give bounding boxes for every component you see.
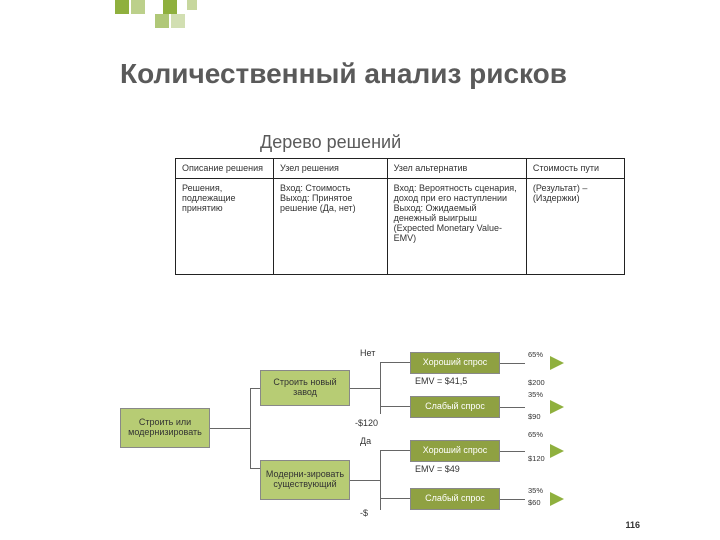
triangle-icon	[550, 400, 564, 414]
slide-subtitle: Дерево решений	[260, 132, 401, 153]
prob-label: 35%	[528, 390, 543, 399]
table-cell: Решения, подлежащие принятию	[176, 179, 274, 275]
prob-label: 65%	[528, 430, 543, 439]
triangle-icon	[550, 492, 564, 506]
value-label: $90	[528, 412, 541, 421]
table-cell: Вход: Вероятность сценария, доход при ег…	[387, 179, 526, 275]
table-cell: (Результат) – (Издержки)	[526, 179, 624, 275]
triangle-icon	[550, 444, 564, 458]
table-row: Решения, подлежащие принятию Вход: Стоим…	[176, 179, 625, 275]
cost-label: -$	[360, 508, 368, 518]
prob-label: 35%	[528, 486, 543, 495]
table-cell: Вход: Стоимость Выход: Принятое решение …	[274, 179, 388, 275]
header-decoration	[115, 0, 235, 30]
value-label: $60	[528, 498, 541, 507]
tree-node: Модерни-зировать существующий	[260, 460, 350, 500]
tree-leaf: Слабый спрос	[410, 488, 500, 510]
table-header-row: Описание решения Узел решения Узел альте…	[176, 159, 625, 179]
definition-table: Описание решения Узел решения Узел альте…	[175, 158, 625, 275]
tree-leaf: Хороший спрос	[410, 440, 500, 462]
value-label: $200	[528, 378, 545, 387]
table-header-cell: Описание решения	[176, 159, 274, 179]
cost-label: -$120	[355, 418, 378, 428]
triangle-icon	[550, 356, 564, 370]
tree-leaf: Хороший спрос	[410, 352, 500, 374]
branch-label-yes: Да	[360, 436, 371, 446]
decision-tree-diagram: Строить или модернизировать Строить новы…	[120, 340, 660, 530]
value-label: $120	[528, 454, 545, 463]
tree-leaf: Слабый спрос	[410, 396, 500, 418]
emv-label: EMV = $49	[415, 464, 460, 474]
emv-label: EMV = $41,5	[415, 376, 467, 386]
table-header-cell: Узел решения	[274, 159, 388, 179]
table-header-cell: Узел альтернатив	[387, 159, 526, 179]
prob-label: 65%	[528, 350, 543, 359]
slide-title: Количественный анализ рисков	[120, 58, 620, 90]
page-number: 116	[625, 520, 640, 530]
table-header-cell: Стоимость пути	[526, 159, 624, 179]
tree-node-root: Строить или модернизировать	[120, 408, 210, 448]
branch-label-no: Нет	[360, 348, 375, 358]
tree-node: Строить новый завод	[260, 370, 350, 406]
